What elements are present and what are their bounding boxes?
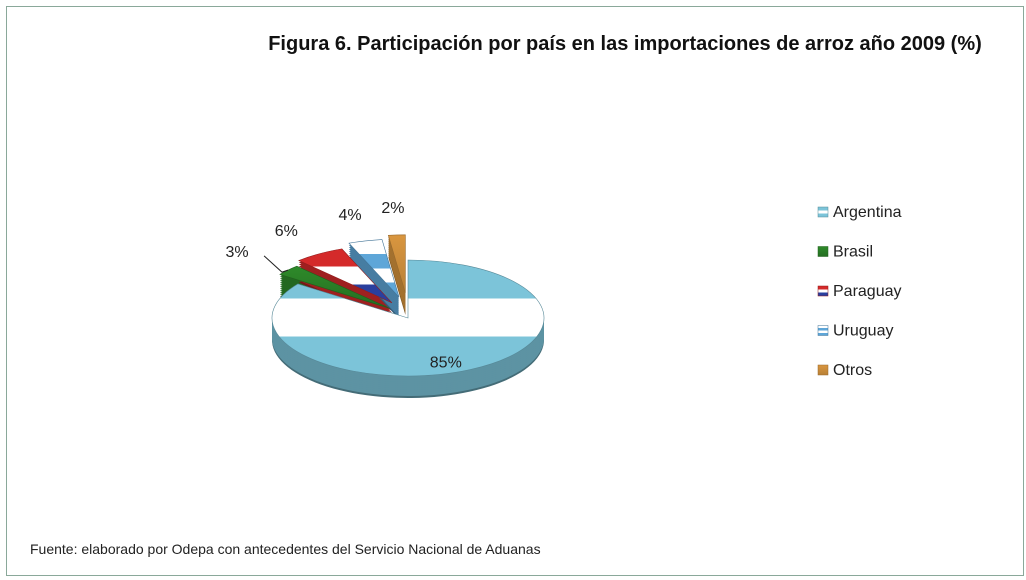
legend-label: Uruguay xyxy=(833,323,893,340)
legend-swatch xyxy=(817,285,829,297)
data-label: 2% xyxy=(381,200,404,217)
source-note: Fuente: elaborado por Odepa con antecede… xyxy=(30,541,541,557)
slice xyxy=(271,259,545,377)
chart-title: Figura 6. Participación por país en las … xyxy=(268,33,982,55)
legend-swatch xyxy=(817,246,829,257)
legend-swatch xyxy=(817,206,829,218)
leader-line xyxy=(263,255,289,273)
legend-label: Otros xyxy=(833,362,872,379)
pie xyxy=(271,234,545,399)
data-label: 6% xyxy=(275,223,298,240)
legend-swatch xyxy=(817,325,829,336)
data-label: 3% xyxy=(226,244,249,261)
data-label: 4% xyxy=(338,207,361,224)
slice xyxy=(298,248,393,304)
legend-label: Paraguay xyxy=(833,283,902,300)
data-label: 85% xyxy=(430,354,462,371)
legend-label: Argentina xyxy=(833,204,902,221)
legend-label: Brasil xyxy=(833,244,873,261)
slice xyxy=(348,239,400,298)
slice xyxy=(387,234,406,293)
legend-swatch xyxy=(817,364,829,376)
chart-frame xyxy=(6,6,1024,576)
